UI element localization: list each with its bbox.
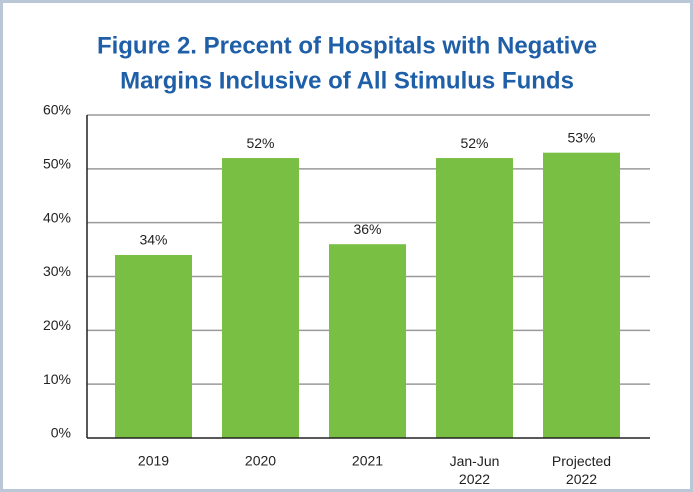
x-tick-label: 2020: [245, 453, 276, 469]
x-tick-line: 2022: [566, 471, 597, 487]
x-tick-line: Projected: [552, 453, 611, 469]
x-tick-line: 2022: [459, 471, 490, 487]
bar: [115, 254, 192, 438]
x-tick-label: Projected 2022: [552, 453, 611, 487]
value-label: 36%: [353, 221, 381, 237]
x-tick-line: Jan-Jun: [450, 453, 500, 469]
y-tick-label: 40%: [43, 209, 71, 225]
y-tick-label: 60%: [43, 102, 71, 118]
x-tick-label: Jan-Jun 2022: [450, 453, 500, 487]
value-label: 52%: [460, 135, 488, 151]
chart-title: Figure 2. Precent of Hospitals with Nega…: [97, 32, 597, 59]
y-tick-label: 20%: [43, 317, 71, 333]
value-label: 34%: [139, 232, 167, 248]
bar: [436, 158, 513, 439]
x-tick-label: 2021: [352, 453, 383, 469]
value-label: 52%: [246, 135, 274, 151]
bar: [329, 244, 406, 438]
chart-title: Margins Inclusive of All Stimulus Funds: [120, 67, 574, 94]
y-tick-label: 10%: [43, 371, 71, 387]
y-tick-label: 50%: [43, 156, 71, 172]
value-label: 53%: [567, 129, 595, 145]
x-tick-label: 2019: [138, 453, 169, 469]
bar: [222, 158, 299, 439]
y-tick-label: 0%: [51, 425, 71, 441]
bar: [543, 152, 620, 438]
y-tick-label: 30%: [43, 263, 71, 279]
